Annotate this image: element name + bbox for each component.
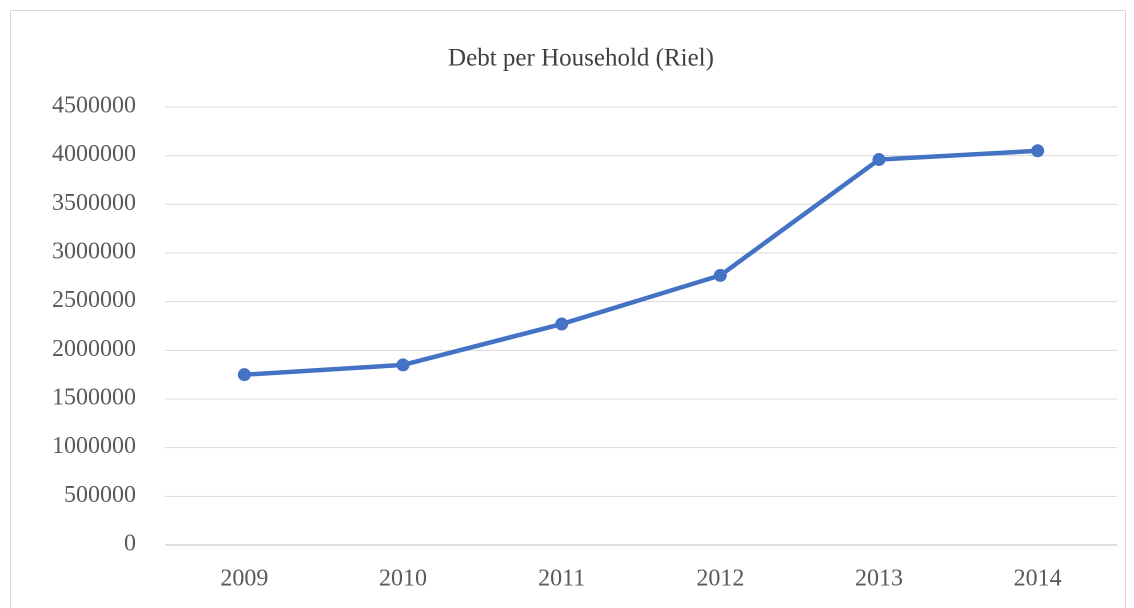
x-tick-label: 2014	[1014, 566, 1062, 592]
y-tick-label: 2500000	[52, 287, 136, 313]
line-marker	[713, 268, 727, 282]
x-tick-label: 2011	[538, 566, 585, 592]
x-tick-label: 2010	[379, 566, 427, 592]
line-marker	[237, 368, 251, 382]
chart-title: Debt per Household (Riel)	[448, 45, 714, 72]
line-marker	[872, 153, 886, 167]
x-tick-label: 2009	[220, 566, 268, 592]
y-tick-label: 0	[124, 531, 136, 557]
y-tick-label: 500000	[64, 482, 136, 508]
line-marker	[555, 317, 569, 331]
chart-frame	[10, 10, 1126, 608]
y-tick-label: 3500000	[52, 190, 136, 216]
line-marker	[396, 358, 410, 372]
y-tick-label: 4000000	[52, 141, 136, 167]
y-tick-label: 1500000	[52, 385, 136, 411]
y-tick-label: 2000000	[52, 336, 136, 362]
y-tick-label: 3000000	[52, 239, 136, 265]
line-marker	[1031, 144, 1045, 158]
y-tick-label: 1000000	[52, 433, 136, 459]
x-tick-label: 2012	[696, 566, 744, 592]
y-tick-label: 4500000	[52, 93, 136, 119]
x-tick-label: 2013	[855, 566, 903, 592]
line-series	[242, 148, 1040, 377]
